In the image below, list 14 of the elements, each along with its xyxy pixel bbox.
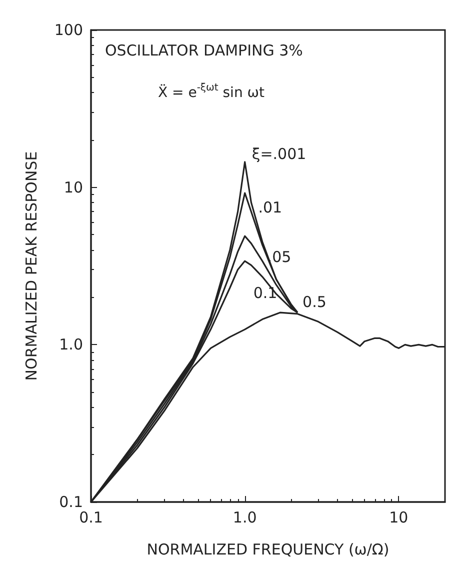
x-tick-label: 1.0 (232, 508, 257, 526)
y-tick-label: 100 (54, 21, 83, 39)
y-axis-title: NORMALIZED PEAK RESPONSE (22, 151, 40, 381)
x-tick-label: 10 (389, 508, 408, 526)
series-label: ξ=.001 (252, 144, 306, 163)
text: OSCILLATOR DAMPING 3% (105, 42, 303, 60)
x-tick-label: 0.1 (79, 508, 103, 526)
y-tick-label: 0.1 (59, 493, 83, 511)
y-tick-label: 1.0 (59, 336, 83, 354)
series-label: .05 (267, 248, 292, 266)
y-tick-label: 10 (64, 178, 83, 196)
series-label: 0.5 (302, 292, 326, 311)
x-axis-title: NORMALIZED FREQUENCY (ω/Ω) (146, 540, 390, 558)
series-label: .01 (258, 198, 282, 217)
